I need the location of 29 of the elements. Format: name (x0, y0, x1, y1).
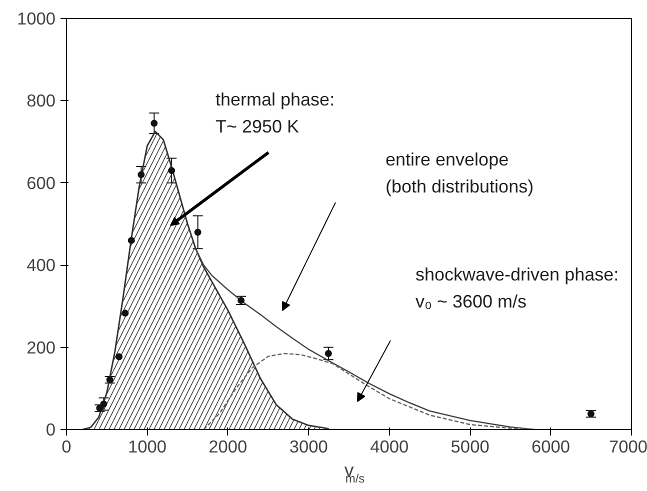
annotation: entire envelope (both distributions) (386, 150, 534, 196)
annotation: shockwave-driven phase: v₀ ~ 3600 m/s (416, 264, 619, 312)
x-tick-label: 5000 (450, 436, 490, 456)
y-tick-label: 800 (26, 90, 56, 111)
y-tick-label: 600 (26, 172, 56, 193)
x-tick-label: 4000 (370, 436, 409, 456)
point (324, 350, 332, 357)
annotation: thermal phase: T~ 2950 K (216, 90, 335, 136)
x-axis-title: vm/s (344, 460, 365, 486)
x-tick-label: 6000 (532, 436, 570, 456)
y-tick-label: 200 (26, 337, 56, 358)
line-series (203, 352, 536, 430)
x-tick-label: 2000 (208, 436, 248, 456)
y-tick-label: 400 (26, 255, 56, 276)
x-tick-label: 1000 (128, 436, 167, 456)
x-tick-label: 0 (62, 436, 72, 456)
point (100, 400, 108, 408)
x-tick-label: 7000 (608, 436, 647, 456)
point (116, 353, 123, 360)
x-tick-label: 3000 (289, 436, 328, 456)
point (587, 410, 594, 418)
y-tick-label: 1000 (16, 8, 56, 28)
point (168, 167, 176, 174)
point (150, 120, 158, 127)
point (128, 236, 135, 244)
point (138, 171, 145, 178)
y-tick-label: 0 (46, 420, 56, 440)
point (194, 228, 202, 236)
point (122, 310, 129, 317)
